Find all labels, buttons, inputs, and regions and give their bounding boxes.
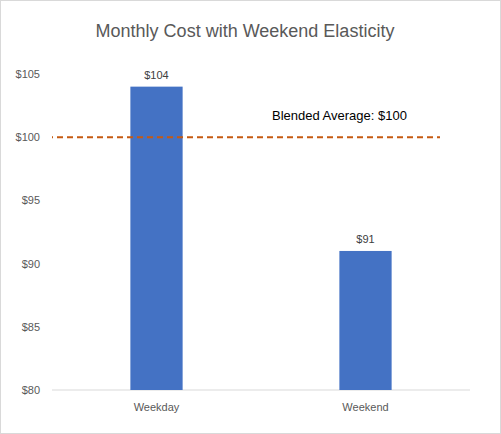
title: Monthly Cost with Weekend Elasticity bbox=[96, 21, 395, 41]
tick-mark bbox=[49, 200, 52, 201]
tick-mark bbox=[49, 390, 52, 391]
y-tick-label: $90 bbox=[22, 258, 40, 270]
tick-mark bbox=[49, 74, 52, 75]
x-tick-label: Weekday bbox=[134, 401, 180, 413]
data-label: $104 bbox=[144, 69, 168, 81]
y-tick-label: $100 bbox=[16, 131, 40, 143]
x-tick-label: Weekend bbox=[342, 401, 388, 413]
y-tick-label: $80 bbox=[22, 384, 40, 396]
data-label: $91 bbox=[356, 233, 374, 245]
reference-label: Blended Average: $100 bbox=[272, 108, 407, 123]
tick-mark bbox=[49, 137, 52, 138]
reference-line bbox=[52, 136, 440, 138]
chart: Monthly Cost with Weekend Elasticity $80 $… bbox=[0, 0, 501, 434]
y-tick-label: $85 bbox=[22, 321, 40, 333]
bar bbox=[130, 87, 182, 390]
x-axis-line bbox=[52, 390, 470, 391]
y-tick-label: $105 bbox=[16, 68, 40, 80]
plot-area bbox=[52, 87, 440, 390]
y-tick-label: $95 bbox=[22, 194, 40, 206]
tick-mark bbox=[49, 326, 52, 327]
tick-mark bbox=[49, 263, 52, 264]
chart-border bbox=[1, 1, 501, 434]
bar bbox=[339, 251, 391, 390]
